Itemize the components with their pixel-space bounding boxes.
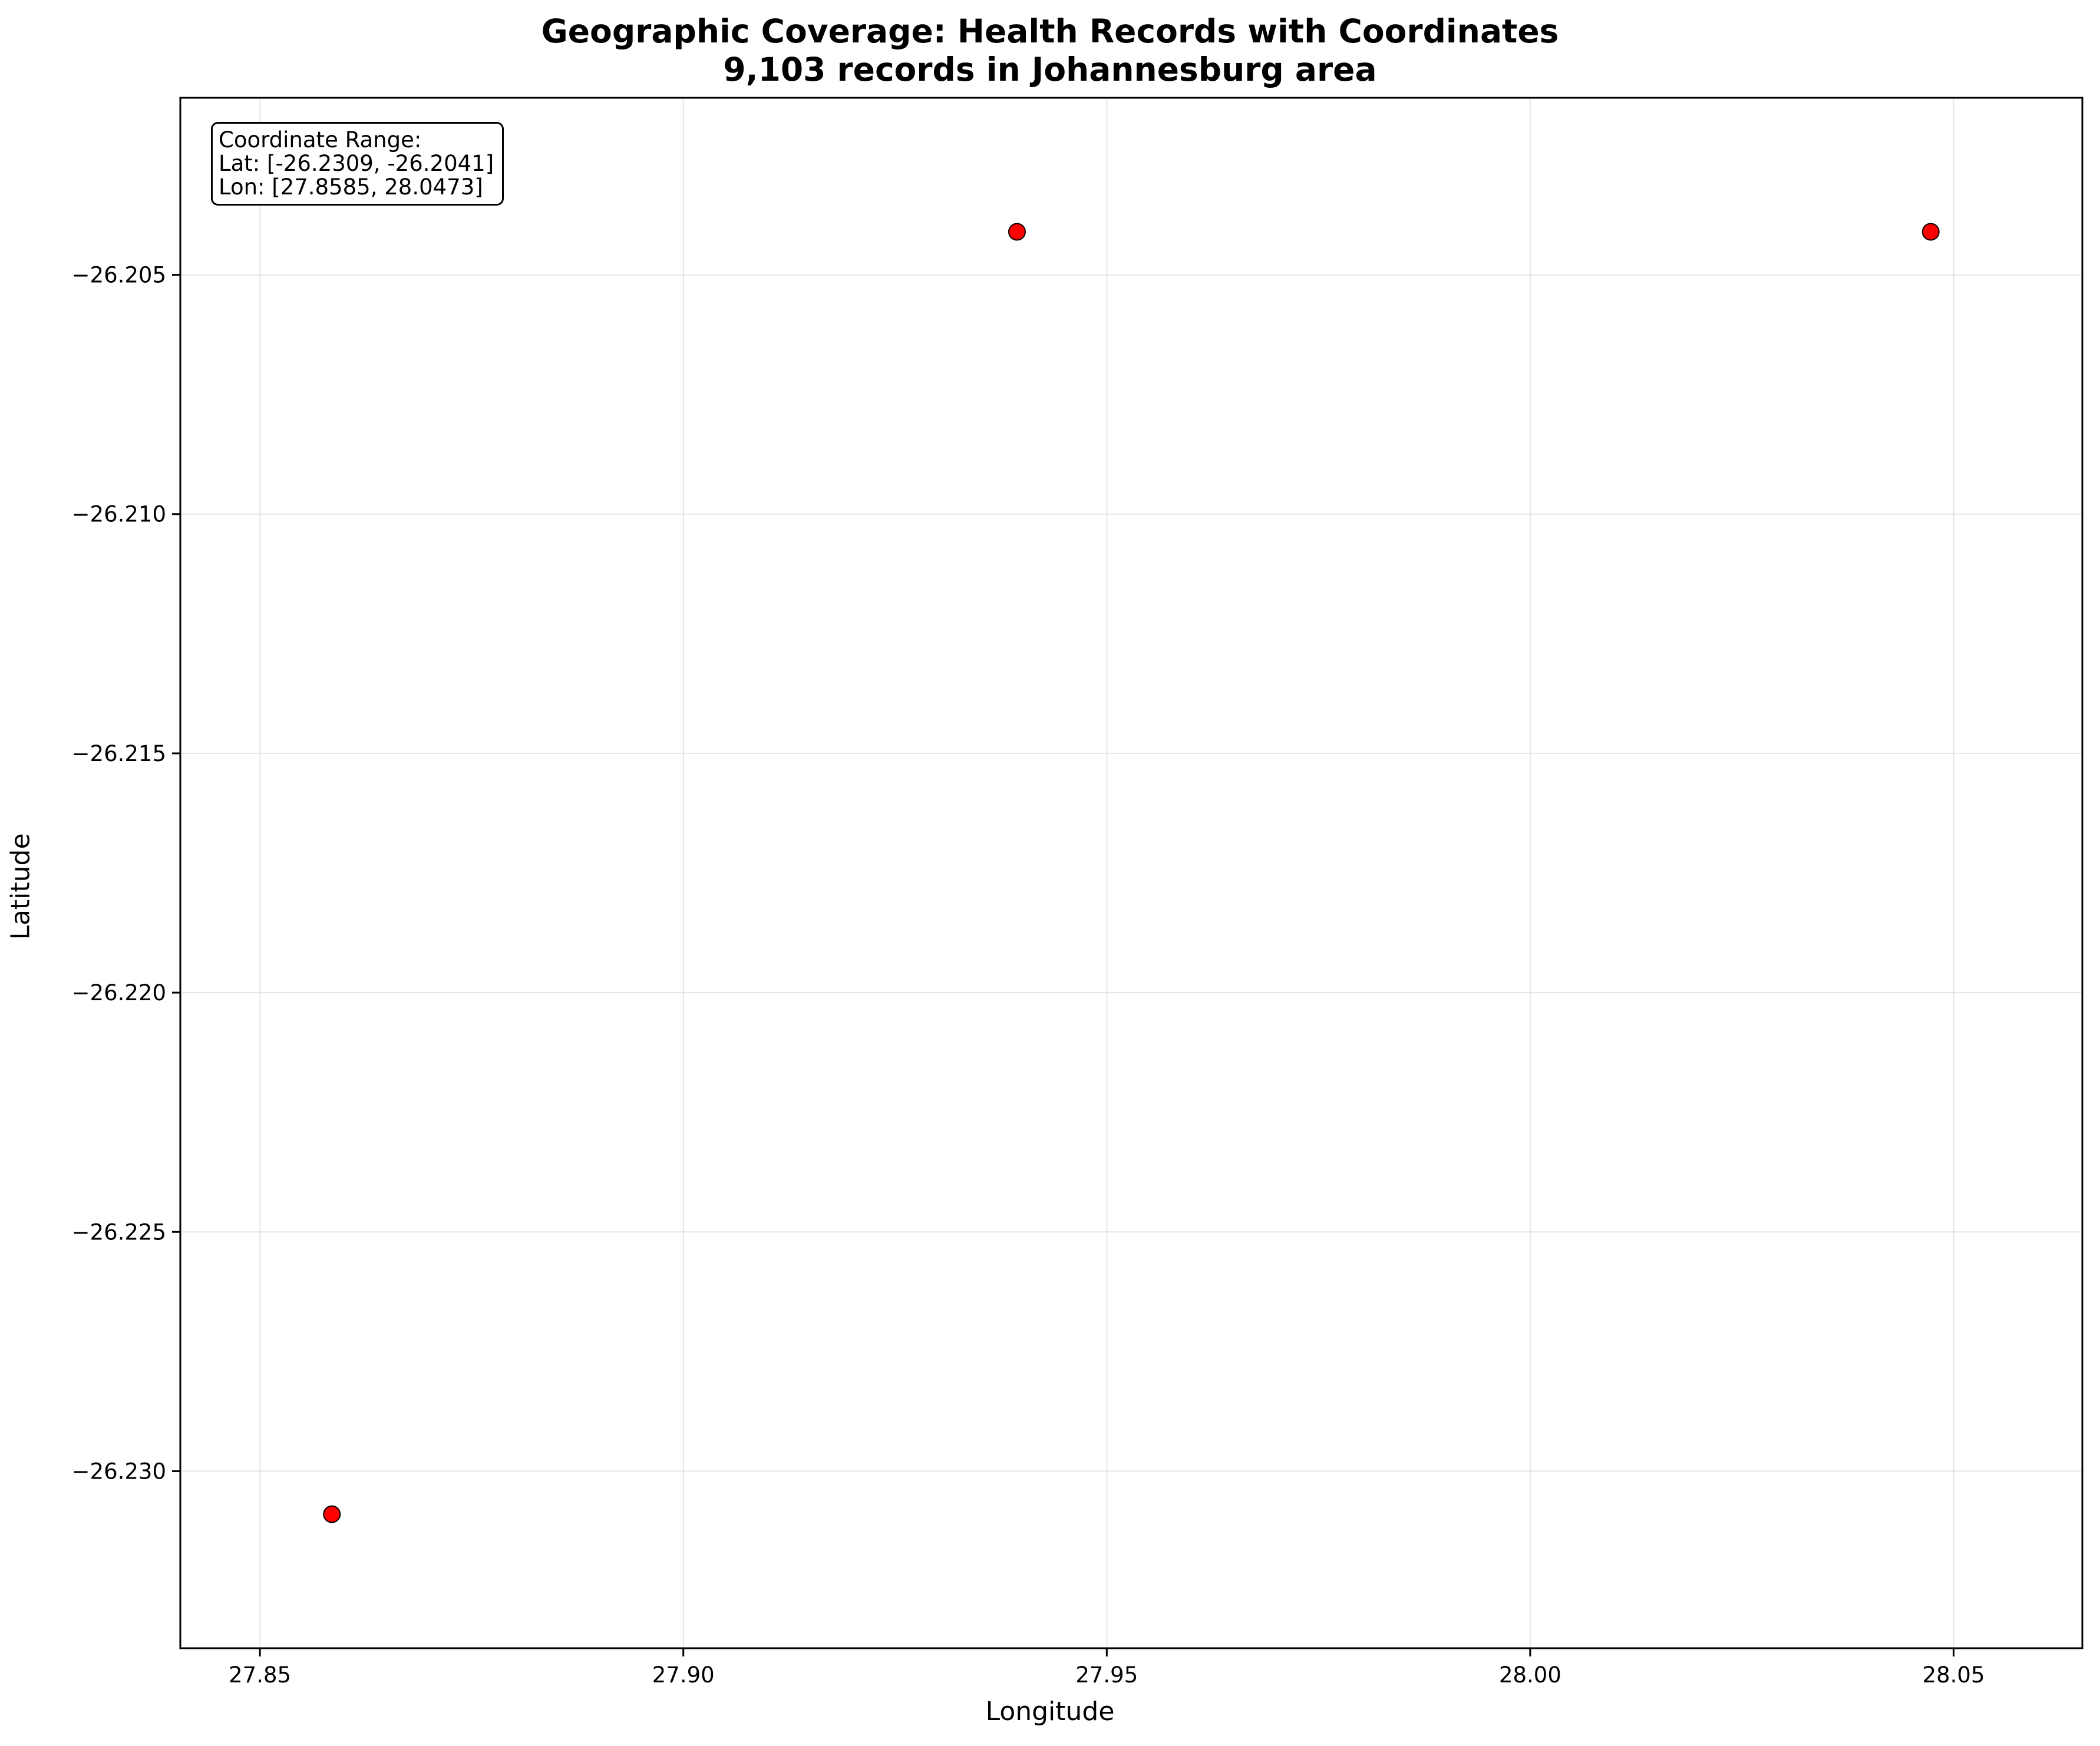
grid-lines: [180, 98, 2082, 1648]
y-tick-label: −26.225: [72, 1219, 166, 1245]
data-points: [323, 223, 1940, 1523]
x-tick-label: 28.05: [1923, 1662, 1985, 1688]
chart-title: Geographic Coverage: Health Records with…: [541, 12, 1559, 50]
data-point: [323, 1505, 341, 1523]
x-tick-label: 27.85: [229, 1662, 291, 1688]
annotation-line-lon: Lon: [27.8585, 28.0473]: [219, 174, 483, 200]
plot-frame: [179, 97, 2084, 1649]
coordinate-range-annotation: Coordinate Range: Lat: [-26.2309, -26.20…: [211, 122, 504, 206]
x-axis-label: Longitude: [985, 1697, 1115, 1727]
axis-ticks: 27.85 27.90 27.95 28.00 28.05 −26.205 −26.210 −…: [72, 263, 1985, 1688]
annotation-line-lat: Lat: [-26.2309, -26.2041]: [219, 151, 494, 176]
y-tick-label: −26.220: [72, 980, 166, 1006]
y-axis-label: Latitude: [5, 833, 36, 940]
x-tick-label: 28.00: [1499, 1662, 1561, 1688]
chart-subtitle: 9,103 records in Johannesburg area: [723, 51, 1377, 88]
y-tick-label: −26.230: [72, 1459, 166, 1484]
annotation-line-heading: Coordinate Range:: [219, 127, 422, 153]
x-tick-label: 27.95: [1075, 1662, 1138, 1688]
data-point: [1008, 223, 1026, 241]
x-tick-label: 27.90: [652, 1662, 715, 1688]
y-tick-label: −26.210: [72, 502, 166, 527]
data-point: [1921, 223, 1940, 241]
y-tick-label: −26.215: [72, 741, 166, 766]
y-tick-label: −26.205: [72, 263, 166, 288]
